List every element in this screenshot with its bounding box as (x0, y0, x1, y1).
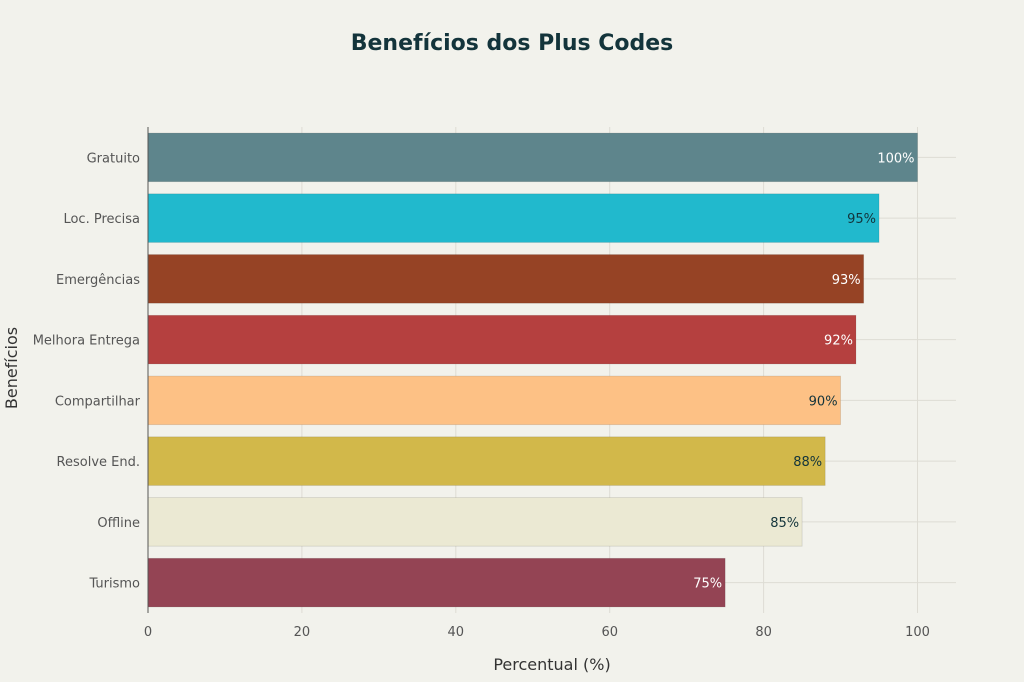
y-tick-label: Turismo (88, 577, 140, 592)
x-axis-label: Percentual (%) (493, 655, 610, 674)
y-tick-label: Gratuito (87, 151, 140, 166)
y-tick-label: Emergências (56, 273, 140, 288)
y-tick-label: Melhora Entrega (33, 334, 140, 349)
data-label: 85% (770, 516, 799, 531)
bar[interactable] (147, 557, 726, 608)
chart-title: Benefícios dos Plus Codes (351, 31, 674, 56)
y-axis-label: Benefícios (2, 327, 21, 409)
bar[interactable] (147, 132, 918, 183)
y-tick-label: Loc. Precisa (63, 212, 140, 227)
data-labels: 100% 95% 93% 92% 90% 88% 85% 75% (693, 151, 914, 591)
y-axis-tick-labels: Gratuito Loc. Precisa Emergências Melhora E… (33, 151, 141, 591)
x-tick-label: 40 (448, 625, 465, 640)
bar[interactable] (147, 436, 826, 486)
bar[interactable] (147, 375, 841, 426)
bars (147, 132, 918, 608)
data-label: 95% (847, 212, 876, 227)
data-label: 88% (793, 455, 822, 470)
x-tick-label: 0 (144, 625, 152, 640)
data-label: 75% (693, 577, 722, 592)
x-tick-label: 60 (601, 625, 618, 640)
bar[interactable] (147, 497, 803, 547)
bar[interactable] (147, 193, 880, 243)
y-tick-label: Resolve End. (57, 455, 140, 470)
x-axis-tick-labels: 0 20 40 60 80 100 (144, 625, 930, 640)
data-label: 93% (832, 273, 861, 288)
bar[interactable] (147, 254, 865, 304)
x-tick-label: 100 (905, 625, 930, 640)
data-label: 100% (877, 151, 914, 166)
data-label: 90% (809, 394, 838, 409)
x-tick-label: 80 (755, 625, 772, 640)
bar[interactable] (147, 314, 857, 365)
x-tick-label: 20 (294, 625, 311, 640)
y-tick-label: Compartilhar (55, 394, 141, 409)
y-tick-label: Offline (97, 516, 140, 531)
data-label: 92% (824, 334, 853, 349)
